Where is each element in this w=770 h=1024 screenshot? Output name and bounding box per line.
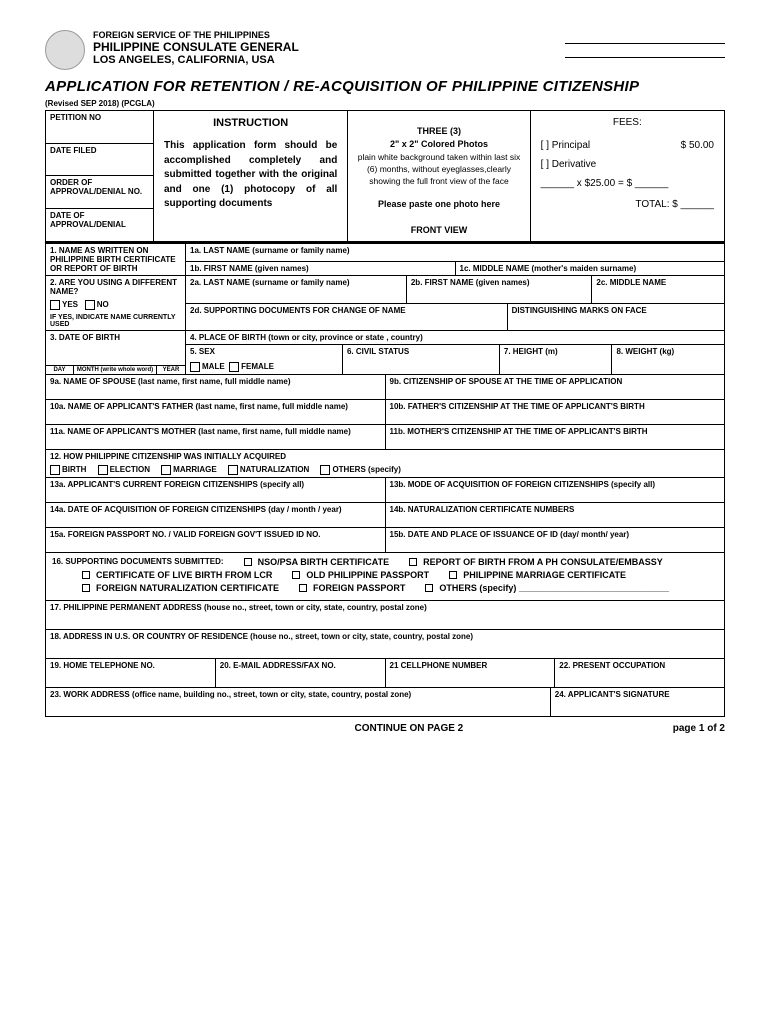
f21: 21 CELLPHONE NUMBER	[386, 659, 556, 687]
f8-label: 8. WEIGHT (kg)	[616, 347, 674, 356]
revised-label: (Revised SEP 2018) (PCGLA)	[45, 99, 725, 108]
f20: 20. E-MAIL ADDRESS/FAX NO.	[216, 659, 386, 687]
f15b: 15b. DATE AND PLACE OF ISSUANCE OF ID (d…	[386, 528, 725, 552]
top-section: PETITION NO DATE FILED ORDER OF APPROVAL…	[45, 110, 725, 242]
f24: 24. APPLICANT'S SIGNATURE	[551, 688, 724, 716]
order-label: ORDER OF APPROVAL/DENIAL NO.	[46, 176, 154, 209]
f19: 19. HOME TELEPHONE NO.	[46, 659, 216, 687]
f2a-label: 2a. LAST NAME (surname or family name)	[190, 278, 350, 287]
photo-box: THREE (3) 2" x 2" Colored Photos plain w…	[348, 111, 530, 241]
fees-title: FEES:	[541, 117, 714, 128]
f23: 23. WORK ADDRESS (office name, building …	[46, 688, 551, 716]
f5-label: 5. SEX	[190, 347, 338, 356]
header-blank-lines	[565, 30, 725, 58]
f10b: 10b. FATHER'S CITIZENSHIP AT THE TIME OF…	[386, 400, 725, 424]
date-approval-label: DATE OF APPROVAL/DENIAL	[46, 209, 154, 241]
petition-no-label: PETITION NO	[46, 111, 154, 144]
f3-month: MONTH (write whole word)	[74, 366, 157, 374]
f15a: 15a. FOREIGN PASSPORT NO. / VALID FOREIG…	[46, 528, 386, 552]
fees-box: FEES: [ ] Principal$ 50.00 [ ] Derivativ…	[531, 111, 724, 241]
male-checkbox[interactable]	[190, 362, 200, 372]
f3-day: DAY	[46, 366, 74, 374]
f3-year: YEAR	[157, 366, 185, 374]
f1-label: 1. NAME AS WRITTEN ON PHILIPPINE BIRTH C…	[46, 244, 186, 275]
date-filed-label: DATE FILED	[46, 144, 154, 177]
form-title: APPLICATION FOR RETENTION / RE-ACQUISITI…	[45, 78, 725, 95]
f12: 12. HOW PHILIPPINE CITIZENSHIP WAS INITI…	[46, 450, 724, 477]
f13b: 13b. MODE OF ACQUISITION OF FOREIGN CITI…	[386, 478, 725, 502]
header-line1: FOREIGN SERVICE OF THE PHILIPPINES	[93, 30, 299, 40]
header-line3: LOS ANGELES, CALIFORNIA, USA	[93, 54, 299, 66]
f14b: 14b. NATURALIZATION CERTIFICATE NUMBERS	[386, 503, 725, 527]
f9b: 9b. CITIZENSHIP OF SPOUSE AT THE TIME OF…	[386, 375, 725, 399]
f13a: 13a. APPLICANT'S CURRENT FOREIGN CITIZEN…	[46, 478, 386, 502]
f1a-label: 1a. LAST NAME (surname or family name)	[190, 246, 350, 255]
naturalization-checkbox[interactable]	[228, 465, 238, 475]
election-checkbox[interactable]	[98, 465, 108, 475]
instruction-body: This application form should be accompli…	[164, 139, 337, 212]
f22: 22. PRESENT OCCUPATION	[555, 659, 724, 687]
f16: 16. SUPPORTING DOCUMENTS SUBMITTED: NSO/…	[46, 553, 724, 600]
f14a: 14a. DATE OF ACQUISITION OF FOREIGN CITI…	[46, 503, 386, 527]
f2-marks-label: DISTINGUISHING MARKS ON FACE	[512, 306, 647, 315]
marriage-checkbox[interactable]	[161, 465, 171, 475]
instruction-title: INSTRUCTION	[164, 117, 337, 129]
no-checkbox[interactable]	[85, 300, 95, 310]
f9a: 9a. NAME OF SPOUSE (last name, first nam…	[46, 375, 386, 399]
header: FOREIGN SERVICE OF THE PHILIPPINES PHILI…	[45, 30, 725, 70]
f1c-label: 1c. MIDDLE NAME (mother's maiden surname…	[460, 264, 637, 273]
yes-checkbox[interactable]	[50, 300, 60, 310]
f1b-label: 1b. FIRST NAME (given names)	[190, 264, 309, 273]
f10a: 10a. NAME OF APPLICANT'S FATHER (last na…	[46, 400, 386, 424]
birth-checkbox[interactable]	[50, 465, 60, 475]
f7-label: 7. HEIGHT (m)	[504, 347, 558, 356]
form-body: 1. NAME AS WRITTEN ON PHILIPPINE BIRTH C…	[45, 242, 725, 717]
f18: 18. ADDRESS IN U.S. OR COUNTRY OF RESIDE…	[46, 630, 724, 658]
f2c-label: 2c. MIDDLE NAME	[596, 278, 666, 287]
female-checkbox[interactable]	[229, 362, 239, 372]
f11b: 11b. MOTHER'S CITIZENSHIP AT THE TIME OF…	[386, 425, 725, 449]
f17: 17. PHILIPPINE PERMANENT ADDRESS (house …	[46, 601, 724, 629]
header-line2: PHILIPPINE CONSULATE GENERAL	[93, 40, 299, 54]
f6-label: 6. CIVIL STATUS	[347, 347, 409, 356]
f4-label: 4. PLACE OF BIRTH (town or city, provinc…	[190, 333, 423, 342]
f2d-label: 2d. SUPPORTING DOCUMENTS FOR CHANGE OF N…	[190, 306, 406, 315]
others-checkbox[interactable]	[320, 465, 330, 475]
f3-label: 3. DATE OF BIRTH	[50, 333, 120, 342]
f2b-label: 2b. FIRST NAME (given names)	[411, 278, 530, 287]
footer: CONTINUE ON PAGE 2 page 1 of 2	[45, 723, 725, 734]
seal-icon	[45, 30, 85, 70]
f11a: 11a. NAME OF APPLICANT'S MOTHER (last na…	[46, 425, 386, 449]
page-label: page 1 of 2	[673, 723, 725, 734]
continue-label: CONTINUE ON PAGE 2	[145, 723, 673, 734]
f2-label: 2. ARE YOU USING A DIFFERENT NAME? YES N…	[46, 276, 186, 330]
